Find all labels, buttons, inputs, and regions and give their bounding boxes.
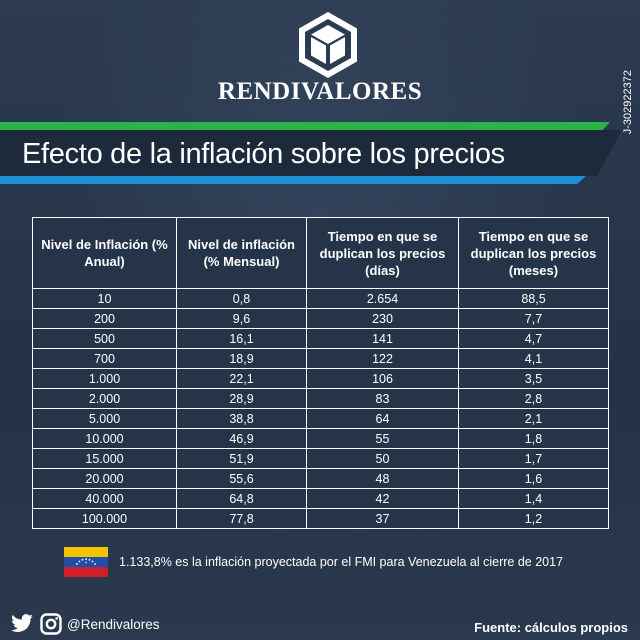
brand-name: RENDIVALORES	[217, 78, 423, 105]
cell-months: 1,6	[458, 468, 609, 489]
cell-monthly: 9,6	[176, 308, 307, 329]
inflation-table: Nivel de Inflación (% Anual) Nivel de in…	[32, 217, 609, 529]
cell-monthly: 64,8	[176, 488, 307, 509]
page-title: Efecto de la inflación sobre los precios	[22, 138, 505, 170]
cell-monthly: 28,9	[176, 388, 307, 409]
cell-days: 37	[306, 508, 459, 529]
rif-code: J-302922372	[622, 70, 634, 135]
cell-monthly: 18,9	[176, 348, 307, 369]
cell-months: 4,7	[458, 328, 609, 349]
cell-months: 1,4	[458, 488, 609, 509]
cell-days: 230	[306, 308, 459, 329]
cell-months: 2,1	[458, 408, 609, 429]
table-row: 100.000 77,8 37 1,2	[32, 508, 609, 529]
header-days: Tiempo en que se duplican los precios (d…	[306, 217, 459, 289]
cell-days: 42	[306, 488, 459, 509]
cell-monthly: 46,9	[176, 428, 307, 449]
table-header-row: Nivel de Inflación (% Anual) Nivel de in…	[32, 217, 609, 289]
cell-annual: 1.000	[32, 368, 177, 389]
table-row: 10 0,8 2.654 88,5	[32, 288, 609, 309]
cell-monthly: 16,1	[176, 328, 307, 349]
cell-annual: 5.000	[32, 408, 177, 429]
cell-annual: 10.000	[32, 428, 177, 449]
blue-stripe	[0, 176, 586, 184]
cell-days: 48	[306, 468, 459, 489]
cell-days: 55	[306, 428, 459, 449]
cell-annual: 10	[32, 288, 177, 309]
cell-annual: 2.000	[32, 388, 177, 409]
header-months: Tiempo en que se duplican los precios (m…	[458, 217, 609, 289]
table-row: 40.000 64,8 42 1,4	[32, 488, 609, 509]
header-monthly: Nivel de inflación (% Mensual)	[176, 217, 307, 289]
cell-months: 7,7	[458, 308, 609, 329]
cube-logo-icon	[299, 12, 357, 78]
cell-days: 141	[306, 328, 459, 349]
instagram-icon[interactable]	[40, 613, 62, 635]
twitter-icon[interactable]	[10, 614, 34, 634]
table-row: 1.000 22,1 106 3,5	[32, 368, 609, 389]
cell-months: 2,8	[458, 388, 609, 409]
cell-monthly: 22,1	[176, 368, 307, 389]
cell-annual: 100.000	[32, 508, 177, 529]
cell-days: 64	[306, 408, 459, 429]
cell-annual: 700	[32, 348, 177, 369]
cell-annual: 20.000	[32, 468, 177, 489]
cell-annual: 500	[32, 328, 177, 349]
cell-months: 88,5	[458, 288, 609, 309]
cell-days: 2.654	[306, 288, 459, 309]
table-row: 20.000 55,6 48 1,6	[32, 468, 609, 489]
source-credit: Fuente: cálculos propios	[474, 620, 628, 635]
header-annual: Nivel de Inflación (% Anual)	[32, 217, 177, 289]
cell-monthly: 38,8	[176, 408, 307, 429]
table-row: 500 16,1 141 4,7	[32, 328, 609, 349]
title-bar	[0, 130, 622, 176]
venezuela-flag-icon	[64, 547, 108, 577]
inflation-note: 1.133,8% es la inflación proyectada por …	[119, 555, 564, 569]
cell-months: 4,1	[458, 348, 609, 369]
table-row: 5.000 38,8 64 2,1	[32, 408, 609, 429]
cell-monthly: 55,6	[176, 468, 307, 489]
cell-days: 83	[306, 388, 459, 409]
social-block: @Rendivalores	[10, 613, 160, 635]
table-row: 200 9,6 230 7,7	[32, 308, 609, 329]
table-row: 2.000 28,9 83 2,8	[32, 388, 609, 409]
cell-days: 50	[306, 448, 459, 469]
green-stripe	[0, 122, 610, 132]
cell-monthly: 77,8	[176, 508, 307, 529]
cell-monthly: 0,8	[176, 288, 307, 309]
table-row: 10.000 46,9 55 1,8	[32, 428, 609, 449]
cell-months: 1,2	[458, 508, 609, 529]
cell-days: 122	[306, 348, 459, 369]
cell-annual: 15.000	[32, 448, 177, 469]
cell-months: 3,5	[458, 368, 609, 389]
table-row: 15.000 51,9 50 1,7	[32, 448, 609, 469]
cell-months: 1,8	[458, 428, 609, 449]
table-row: 700 18,9 122 4,1	[32, 348, 609, 369]
cell-annual: 200	[32, 308, 177, 329]
cell-days: 106	[306, 368, 459, 389]
cell-months: 1,7	[458, 448, 609, 469]
cell-monthly: 51,9	[176, 448, 307, 469]
social-handle[interactable]: @Rendivalores	[67, 616, 160, 632]
cell-annual: 40.000	[32, 488, 177, 509]
